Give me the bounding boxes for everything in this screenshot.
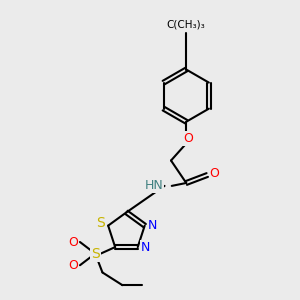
Text: O: O [183, 131, 193, 145]
Text: N: N [141, 241, 150, 254]
Text: O: O [68, 259, 78, 272]
Text: S: S [91, 247, 100, 261]
Text: C(CH₃)₃: C(CH₃)₃ [167, 20, 206, 30]
Text: O: O [210, 167, 220, 180]
Text: O: O [68, 236, 78, 248]
Text: N: N [148, 219, 158, 232]
Text: S: S [96, 216, 105, 230]
Text: HN: HN [145, 179, 164, 192]
